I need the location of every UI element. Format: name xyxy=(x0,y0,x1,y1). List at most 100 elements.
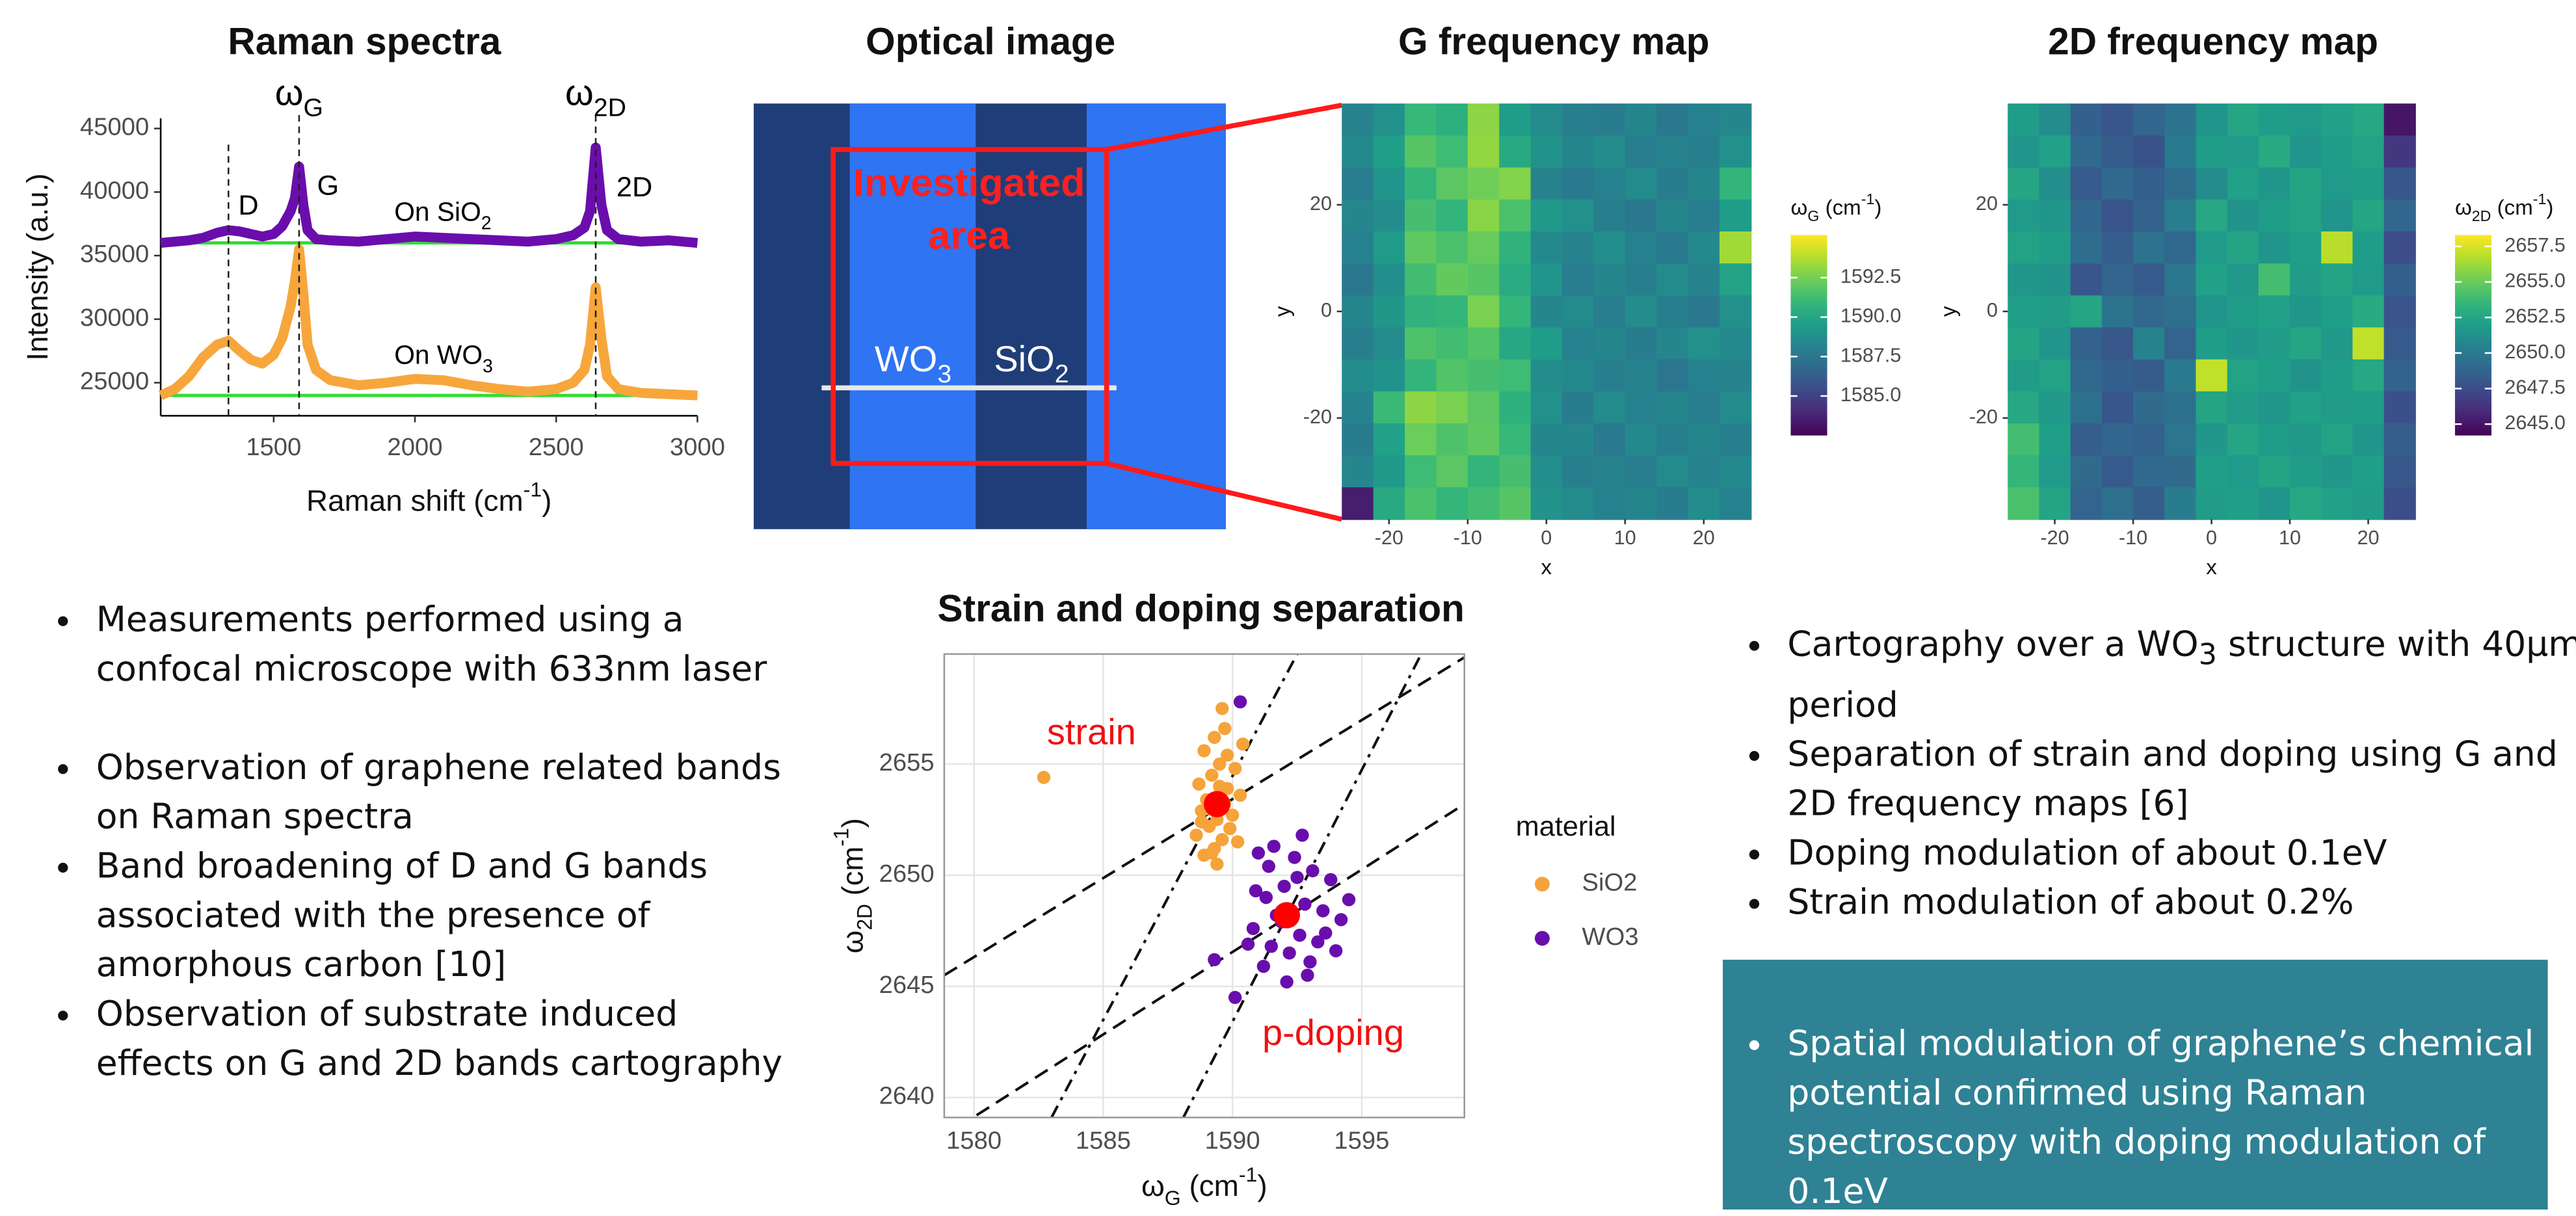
heatmap-cell xyxy=(1719,167,1752,200)
heatmap-cell xyxy=(1373,423,1406,456)
heatmap-cell xyxy=(2008,455,2040,488)
x-axis-label: x xyxy=(2206,555,2217,579)
chart-title: 2D frequency map xyxy=(2048,21,2378,63)
heatmap-cell xyxy=(1656,231,1689,265)
colorbar-tick-label: 1590.0 xyxy=(1840,305,1901,327)
heatmap-cell xyxy=(1467,423,1500,456)
heatmap-cell xyxy=(1530,423,1563,456)
plot-panel xyxy=(944,654,1465,1118)
heatmap-cell xyxy=(1562,167,1595,200)
heatmap-cell xyxy=(2290,231,2322,265)
point xyxy=(1290,871,1304,884)
heatmap-cell xyxy=(2101,487,2134,520)
text-part: ) xyxy=(1257,1169,1267,1202)
stripe xyxy=(849,103,976,529)
heatmap-cell xyxy=(2258,263,2291,297)
colorbar xyxy=(2454,235,2491,436)
heatmap-cell xyxy=(2133,103,2166,137)
point xyxy=(1324,873,1338,886)
bullet: Separation of strain and doping using G … xyxy=(1781,730,2576,829)
heatmap-cell xyxy=(1562,487,1595,520)
heatmap-cell xyxy=(1688,135,1721,168)
heatmap-cell xyxy=(2039,423,2071,456)
heatmap-cell xyxy=(2164,199,2197,232)
heatmap-cell xyxy=(1593,327,1626,360)
heatmap-cell xyxy=(2227,391,2259,425)
heatmap-cell xyxy=(2258,327,2291,360)
legend-swatch xyxy=(1534,931,1550,946)
point xyxy=(1208,953,1221,966)
peak-label: G xyxy=(317,170,339,202)
colorbar-tick-label: 1592.5 xyxy=(1840,265,1901,287)
bullet: Spatial modulation of graphene’s chemica… xyxy=(1781,1019,2559,1216)
heatmap-cell xyxy=(1436,423,1468,456)
x-tick-label: 10 xyxy=(2279,527,2301,549)
heatmap-cell xyxy=(2196,455,2228,488)
heatmap-cell xyxy=(2164,103,2197,137)
x-tick-label: -10 xyxy=(2119,527,2147,549)
conclusion-box xyxy=(1723,959,2548,1210)
heatmap-cell xyxy=(2352,423,2385,456)
heatmap-cell xyxy=(2196,391,2228,425)
heatmap-cell xyxy=(2258,455,2291,488)
heatmap-cell xyxy=(1373,327,1406,360)
heatmap-cell xyxy=(1593,167,1626,200)
heatmap-cell xyxy=(1499,135,1532,168)
series-label: On SiO2 xyxy=(394,196,491,233)
y-axis-label: ω2D (cm-1) xyxy=(830,818,877,953)
heatmap-cell xyxy=(1688,295,1721,328)
heatmap-cell xyxy=(2196,359,2228,392)
heatmap-cell xyxy=(1373,391,1406,425)
heatmap-cell xyxy=(1342,423,1374,456)
heatmap-cell xyxy=(2352,487,2385,520)
heatmap-cell xyxy=(1719,263,1752,297)
heatmap-cell xyxy=(2101,391,2134,425)
heatmap-cell xyxy=(2352,231,2385,265)
text-part: ω xyxy=(565,72,594,112)
heatmap-cell xyxy=(1467,455,1500,488)
heatmap-cell xyxy=(1499,487,1532,520)
text-part: WO xyxy=(875,338,937,379)
heatmap-cell xyxy=(2321,487,2354,520)
heatmap-cell xyxy=(2227,103,2259,137)
heatmap-cell xyxy=(1499,263,1532,297)
heatmap-cell xyxy=(1405,103,1437,137)
chart-title: Raman spectra xyxy=(228,21,501,63)
heatmap-cell xyxy=(1625,199,1658,232)
heatmap-cell xyxy=(1342,295,1374,328)
area-label: area xyxy=(928,213,1011,258)
heatmap-cell xyxy=(1467,487,1500,520)
heatmap-cell xyxy=(1530,103,1563,137)
point xyxy=(1303,955,1317,969)
text-part: -1 xyxy=(1239,1163,1258,1187)
heatmap-cell xyxy=(2290,167,2322,200)
point xyxy=(1288,851,1301,864)
heatmap-cell xyxy=(1625,391,1658,425)
heatmap-cell xyxy=(2196,295,2228,328)
heatmap-cell xyxy=(1593,103,1626,137)
heatmap-cell xyxy=(2039,391,2071,425)
heatmap-cell xyxy=(2008,103,2040,137)
point xyxy=(1256,959,1271,973)
heatmap-cell xyxy=(1688,167,1721,200)
heatmap-cell xyxy=(2258,103,2291,137)
text-part: ω xyxy=(1141,1169,1165,1202)
peak-label: ω2D xyxy=(565,72,626,122)
heatmap-cell xyxy=(2227,295,2259,328)
point xyxy=(1195,815,1208,828)
heatmap-cell xyxy=(2039,295,2071,328)
peak-label: 2D xyxy=(617,172,652,203)
heatmap-cell xyxy=(2008,487,2040,520)
heatmap-cell xyxy=(1719,103,1752,137)
heatmap-cell xyxy=(1625,103,1658,137)
y-tick-label: 45000 xyxy=(80,114,149,141)
heatmap-cell xyxy=(2196,103,2228,137)
heatmap-cell xyxy=(1656,167,1689,200)
heatmap-cell xyxy=(1405,199,1437,232)
heatmap-cell xyxy=(1436,391,1468,425)
y-tick-label: 2655 xyxy=(879,749,935,776)
x-tick-label: 2500 xyxy=(529,434,584,461)
heatmap-cell xyxy=(1373,295,1406,328)
text-part: ω xyxy=(275,72,304,112)
